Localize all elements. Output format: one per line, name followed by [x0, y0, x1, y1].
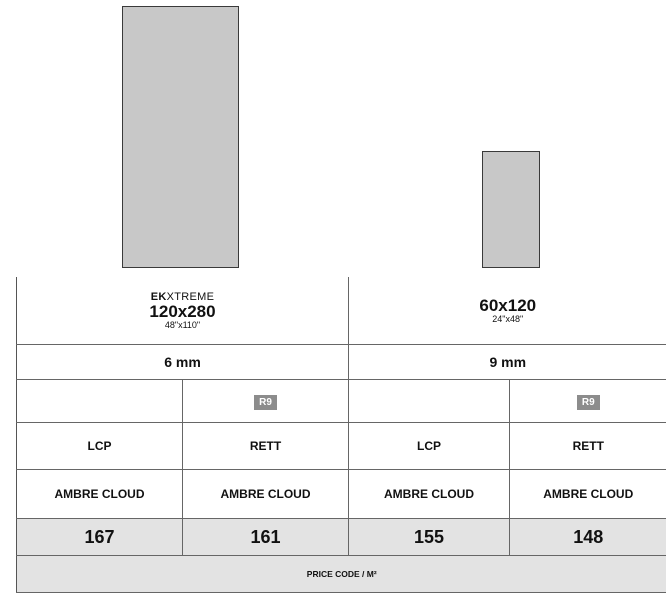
price-code-row: PRICE CODE / M² — [15, 555, 666, 593]
series-brand-rest: XTREME — [166, 291, 215, 303]
thickness-row: 6 mm 9 mm — [16, 344, 666, 380]
finish-cell: LCP — [16, 422, 183, 470]
price-row: 167 161 155 148 — [16, 518, 666, 556]
price-cell: 161 — [182, 518, 349, 556]
price-cell: 167 — [16, 518, 183, 556]
price-cell: 155 — [348, 518, 510, 556]
finish-cell: RETT — [508, 422, 666, 470]
color-cell: AMBRE CLOUD — [348, 469, 510, 519]
color-row: AMBRE CLOUD AMBRE CLOUD AMBRE CLOUD AMBR… — [16, 469, 666, 519]
r9-badge: R9 — [254, 395, 277, 410]
format-row: EKXTREME 120x280 48"x110" 60x120 24"x48" — [16, 277, 666, 345]
series-brand-bold: EK — [150, 291, 167, 303]
price-cell: 148 — [508, 518, 666, 556]
r9-badge: R9 — [576, 395, 600, 410]
finish-cell: RETT — [182, 422, 349, 470]
slip-rating-cell — [16, 379, 183, 423]
slip-rating-cell: R9 — [182, 379, 349, 423]
price-code-label: PRICE CODE / M² — [15, 555, 666, 593]
color-cell: AMBRE CLOUD — [16, 469, 183, 519]
format-inches: 48"x110" — [164, 320, 201, 330]
finish-row: LCP RETT LCP RETT — [16, 422, 666, 470]
format-size: 120x280 — [149, 302, 216, 321]
finish-cell: LCP — [348, 422, 510, 470]
thickness-cell: 6 mm — [16, 344, 349, 380]
tile-preview-120x280 — [122, 6, 239, 268]
series-brand: EKXTREME — [18, 291, 348, 303]
format-size: 60x120 — [479, 296, 537, 315]
price-table: EKXTREME 120x280 48"x110" 60x120 24"x48"… — [15, 277, 666, 593]
color-cell: AMBRE CLOUD — [508, 469, 666, 519]
slip-rating-cell — [348, 379, 510, 423]
format-cell-60x120: 60x120 24"x48" — [347, 277, 666, 345]
slip-rating-row: R9 R9 — [16, 379, 666, 423]
color-cell: AMBRE CLOUD — [182, 469, 349, 519]
slip-rating-cell: R9 — [508, 379, 666, 423]
tile-preview-60x120 — [482, 151, 540, 268]
thickness-cell: 9 mm — [347, 344, 666, 380]
format-inches: 24"x48" — [492, 314, 524, 324]
format-cell-120x280: EKXTREME 120x280 48"x110" — [16, 277, 349, 345]
